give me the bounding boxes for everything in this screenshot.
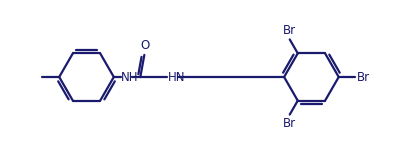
Text: Br: Br [356, 71, 369, 83]
Text: Br: Br [282, 117, 296, 130]
Text: NH: NH [121, 71, 138, 83]
Text: Br: Br [282, 24, 296, 37]
Text: HN: HN [167, 71, 185, 83]
Text: O: O [140, 39, 150, 52]
